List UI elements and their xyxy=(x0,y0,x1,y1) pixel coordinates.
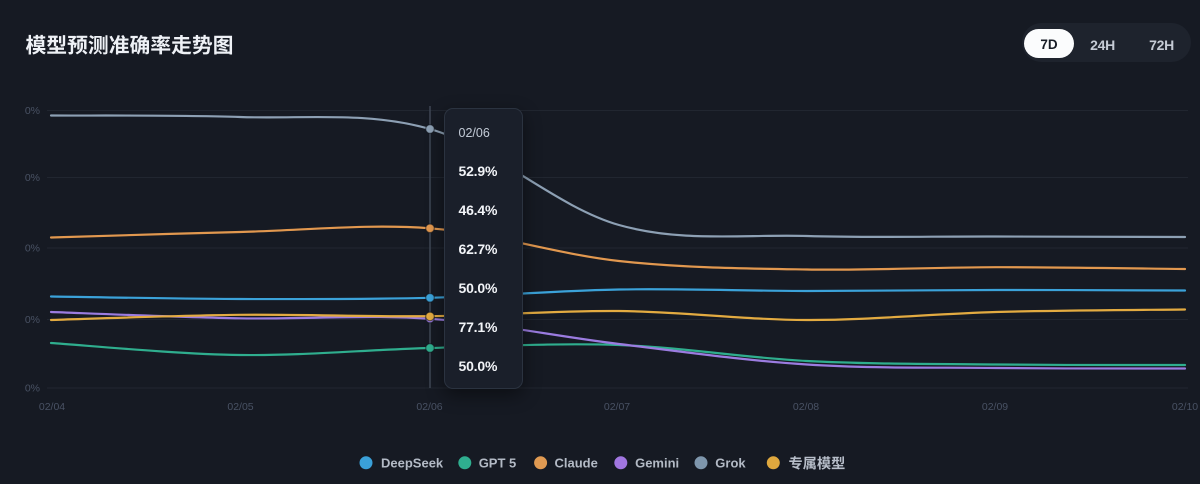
svg-text:0%: 0% xyxy=(25,383,40,395)
svg-text:Gemini: Gemini xyxy=(635,455,679,470)
svg-text:02/07: 02/07 xyxy=(604,401,630,413)
svg-text:Grok: Grok xyxy=(715,455,746,470)
svg-text:0%: 0% xyxy=(25,314,40,326)
svg-text:DeepSeek: DeepSeek xyxy=(381,455,444,470)
svg-text:02/04: 02/04 xyxy=(39,401,65,413)
svg-text:0%: 0% xyxy=(25,172,40,184)
svg-text:02/08: 02/08 xyxy=(793,401,819,413)
svg-text:0%: 0% xyxy=(25,105,40,117)
svg-text:Claude: Claude xyxy=(555,455,598,470)
svg-text:02/06: 02/06 xyxy=(416,401,442,413)
svg-text:02/10: 02/10 xyxy=(1172,401,1198,413)
svg-text:GPT 5: GPT 5 xyxy=(479,455,517,470)
svg-text:02/09: 02/09 xyxy=(982,401,1008,413)
svg-text:0%: 0% xyxy=(25,243,40,255)
svg-text:02/05: 02/05 xyxy=(227,401,253,413)
